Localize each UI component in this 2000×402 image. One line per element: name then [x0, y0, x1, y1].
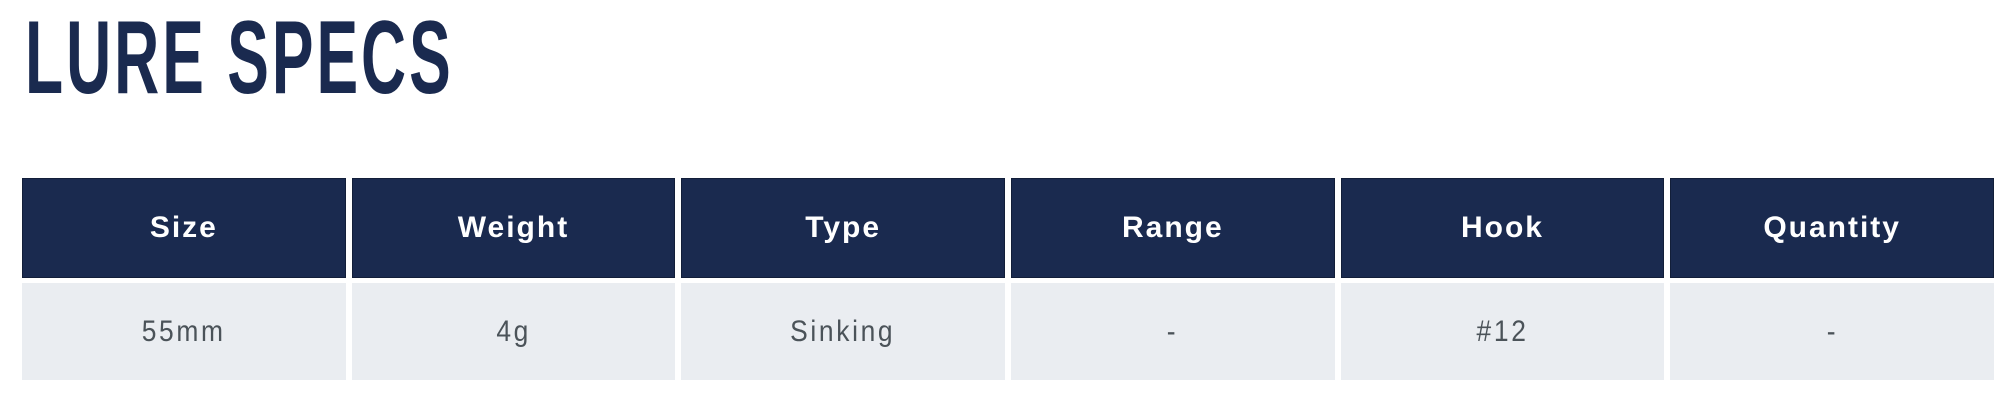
cell-type: Sinking	[681, 283, 1005, 380]
cell-quantity-value: -	[1826, 314, 1838, 348]
cell-hook: #12	[1340, 283, 1665, 380]
cell-range: -	[1010, 283, 1335, 380]
lure-specs-table: Size Weight Type Range Hook Quantity 55m…	[22, 178, 1994, 380]
cell-range-value: -	[1167, 314, 1179, 348]
column-header-quantity-label: Quantity	[1763, 211, 1901, 244]
column-header-size-label: Size	[149, 211, 218, 244]
cell-weight-value: 4g	[496, 314, 531, 348]
column-header-hook: Hook	[1340, 178, 1665, 278]
cell-quantity: -	[1670, 283, 1994, 380]
column-header-hook-label: Hook	[1460, 211, 1544, 244]
cell-type-value: Sinking	[790, 314, 896, 348]
column-header-quantity: Quantity	[1670, 178, 1994, 278]
page-title: LURE SPECS	[25, 0, 454, 116]
column-header-weight: Weight	[351, 178, 676, 278]
column-header-range: Range	[1010, 178, 1335, 278]
cell-hook-value: #12	[1476, 314, 1529, 348]
cell-size: 55mm	[22, 283, 346, 380]
column-header-type: Type	[681, 178, 1005, 278]
column-header-type-label: Type	[805, 211, 882, 244]
cell-weight: 4g	[351, 283, 676, 380]
column-header-size: Size	[22, 178, 346, 278]
column-header-range-label: Range	[1121, 211, 1224, 244]
column-header-weight-label: Weight	[457, 211, 570, 244]
cell-size-value: 55mm	[141, 314, 226, 348]
